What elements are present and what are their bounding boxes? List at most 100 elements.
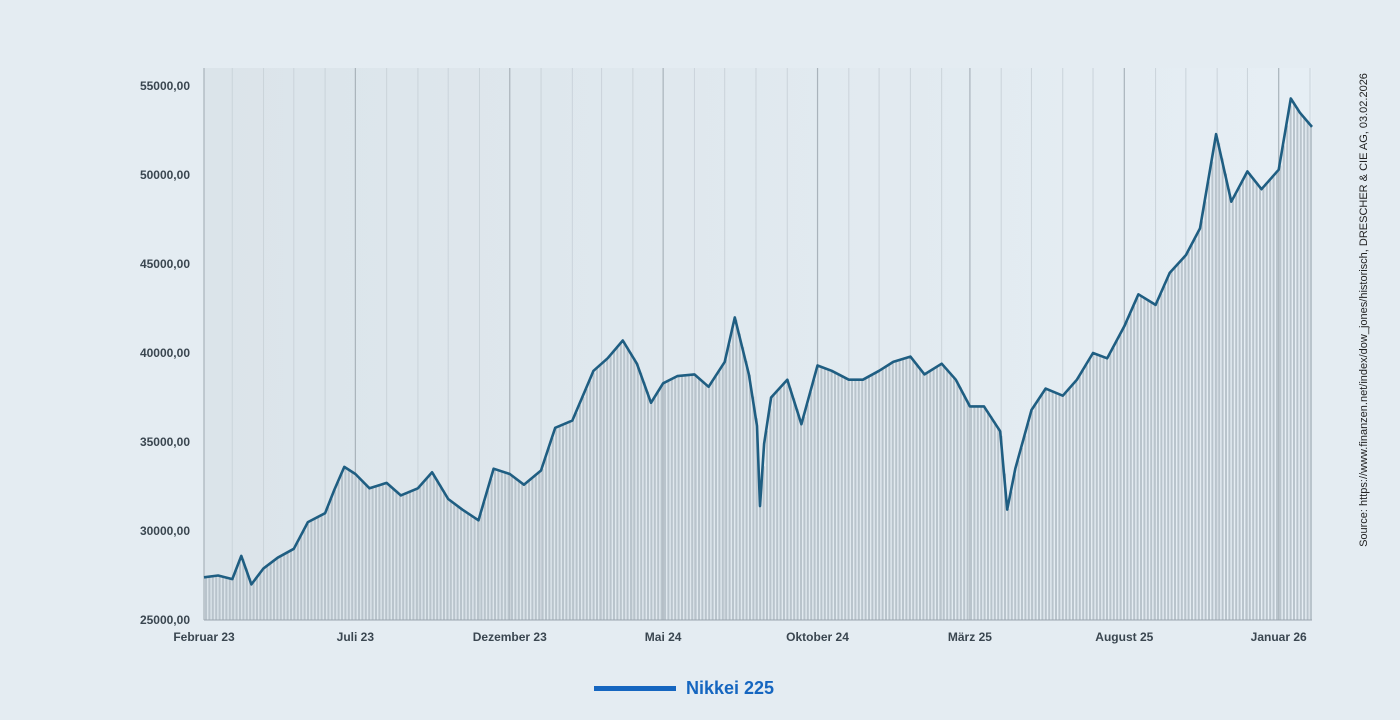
bar-stripe [1027, 423, 1030, 620]
bar-stripe [1211, 161, 1214, 621]
x-tick-label: Juli 23 [337, 630, 375, 644]
bar-stripe [1116, 341, 1119, 620]
bar-stripe [320, 515, 323, 620]
bar-stripe [878, 371, 881, 620]
bar-stripe [507, 473, 510, 620]
source-note: Source: https://www.finanzen.net/index/d… [1358, 73, 1370, 547]
bar-stripe [337, 482, 340, 620]
bar-stripe [1072, 385, 1074, 620]
bar-stripe [273, 561, 275, 620]
bar-stripe [324, 513, 326, 620]
bar-stripe [1221, 158, 1224, 620]
bar-stripe [327, 507, 330, 620]
bar-stripe [1112, 347, 1115, 620]
bar-stripe [698, 377, 700, 620]
bar-stripe [1109, 354, 1112, 620]
bar-stripe [1235, 194, 1238, 620]
bar-stripe [871, 375, 874, 620]
bar-stripe [817, 367, 819, 620]
bar-stripe [266, 566, 269, 620]
bar-stripe [466, 512, 469, 620]
bar-stripe [1299, 112, 1302, 620]
bar-stripe [970, 406, 972, 620]
bar-stripe [810, 392, 813, 620]
bar-stripe [1248, 173, 1251, 620]
bar-stripe [1310, 124, 1312, 621]
bar-stripe [307, 523, 309, 620]
bar-stripe [596, 368, 598, 620]
bar-stripe [582, 396, 585, 620]
bar-stripe [664, 382, 666, 620]
bar-stripe [487, 490, 490, 620]
bar-stripe [1007, 508, 1010, 620]
y-tick-label: 45000,00 [140, 257, 190, 271]
bar-stripe [687, 375, 690, 620]
bar-fill [205, 101, 1312, 621]
bar-stripe [1245, 175, 1248, 620]
bar-stripe [1286, 125, 1289, 620]
series-line-nikkei-225 [203, 97, 1313, 586]
x-tick-label: Februar 23 [173, 630, 235, 644]
bar-stripe [847, 379, 850, 620]
bar-stripe [463, 510, 466, 620]
bar-stripe [640, 372, 643, 620]
x-axis: Februar 23 Juli 23 Dezember 23 Mai 24 Oktobe… [173, 619, 1312, 644]
bar-stripe [259, 573, 262, 620]
bar-stripe [252, 582, 255, 620]
bar-stripe [677, 376, 680, 620]
bar-stripe [738, 333, 741, 620]
bar-stripe [908, 357, 911, 620]
bar-stripe [371, 487, 374, 620]
bar-stripe [330, 498, 333, 620]
y-tick-label: 25000,00 [140, 613, 190, 627]
bar-stripe [460, 507, 462, 620]
bar-stripe [745, 360, 748, 620]
bar-stripe [990, 416, 993, 620]
bar-stripe [891, 362, 894, 620]
bar-stripe [354, 473, 357, 620]
bar-stripe [1075, 381, 1078, 620]
bar-stripe [602, 362, 605, 620]
bar-stripe [959, 387, 962, 620]
bar-stripe [429, 475, 432, 620]
legend: Nikkei 225 [594, 676, 774, 700]
bar-stripe [239, 561, 241, 620]
bar-stripe [657, 392, 660, 620]
bar-stripe [1123, 328, 1125, 620]
bar-stripe [670, 379, 673, 620]
bar-stripe [511, 474, 513, 620]
bar-stripe [1191, 245, 1193, 620]
bar-stripe [674, 377, 677, 620]
bar-stripe [660, 387, 663, 620]
bar-stripe [922, 371, 925, 620]
bar-stripe [1160, 294, 1163, 620]
bar-stripe [1106, 357, 1108, 620]
y-tick-label: 30000,00 [140, 524, 190, 538]
bar-stripe [378, 485, 381, 620]
bar-stripe [1231, 200, 1234, 620]
bar-stripe [1078, 376, 1081, 620]
bar-stripe [351, 471, 354, 620]
bar-stripe [415, 489, 418, 620]
bar-stripe [1021, 448, 1023, 620]
bar-stripe [334, 490, 337, 620]
bar-stripe [405, 493, 408, 620]
bar-stripe [830, 370, 833, 620]
bar-stripe [222, 576, 224, 620]
bar-stripe [718, 371, 721, 620]
bar-stripe [779, 388, 782, 620]
bar-stripe [1146, 299, 1149, 620]
bar-stripe [653, 398, 656, 620]
bar-stripe [708, 386, 711, 620]
bar-stripe [942, 364, 945, 620]
bar-stripe [1102, 356, 1105, 620]
bar-stripe [531, 478, 534, 620]
bar-stripe [701, 380, 704, 620]
bar-stripe [1197, 232, 1200, 621]
bar-stripe [347, 469, 350, 620]
bar-stripe [1225, 173, 1227, 620]
bar-stripe [422, 482, 425, 620]
bar-stripe [963, 393, 966, 620]
bar-stripe [470, 514, 473, 620]
